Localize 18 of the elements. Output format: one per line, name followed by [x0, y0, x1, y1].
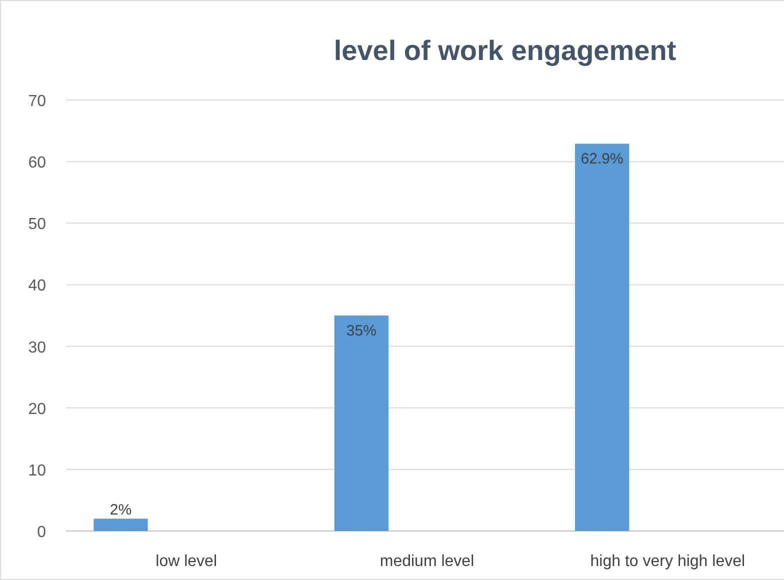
chart-title: level of work engagement	[334, 35, 676, 66]
y-tick-label: 50	[28, 216, 46, 234]
bar	[575, 144, 630, 531]
y-tick-label: 30	[28, 339, 46, 356]
x-tick-label: low level	[156, 553, 218, 570]
data-label: 35%	[346, 322, 376, 340]
y-tick-label: 60	[28, 154, 46, 172]
bar	[334, 316, 388, 531]
data-label: 62.9%	[580, 150, 624, 168]
y-tick-label: 70	[28, 93, 46, 110]
bar	[94, 518, 148, 531]
y-tick-label: 40	[28, 278, 46, 295]
y-tick-label: 0	[37, 524, 46, 541]
y-tick-label: 20	[28, 400, 46, 418]
x-tick-label: high to very high level	[590, 553, 746, 570]
x-tick-label: medium level	[380, 553, 474, 570]
data-label: 2%	[110, 502, 132, 519]
y-tick-label: 10	[28, 462, 46, 480]
